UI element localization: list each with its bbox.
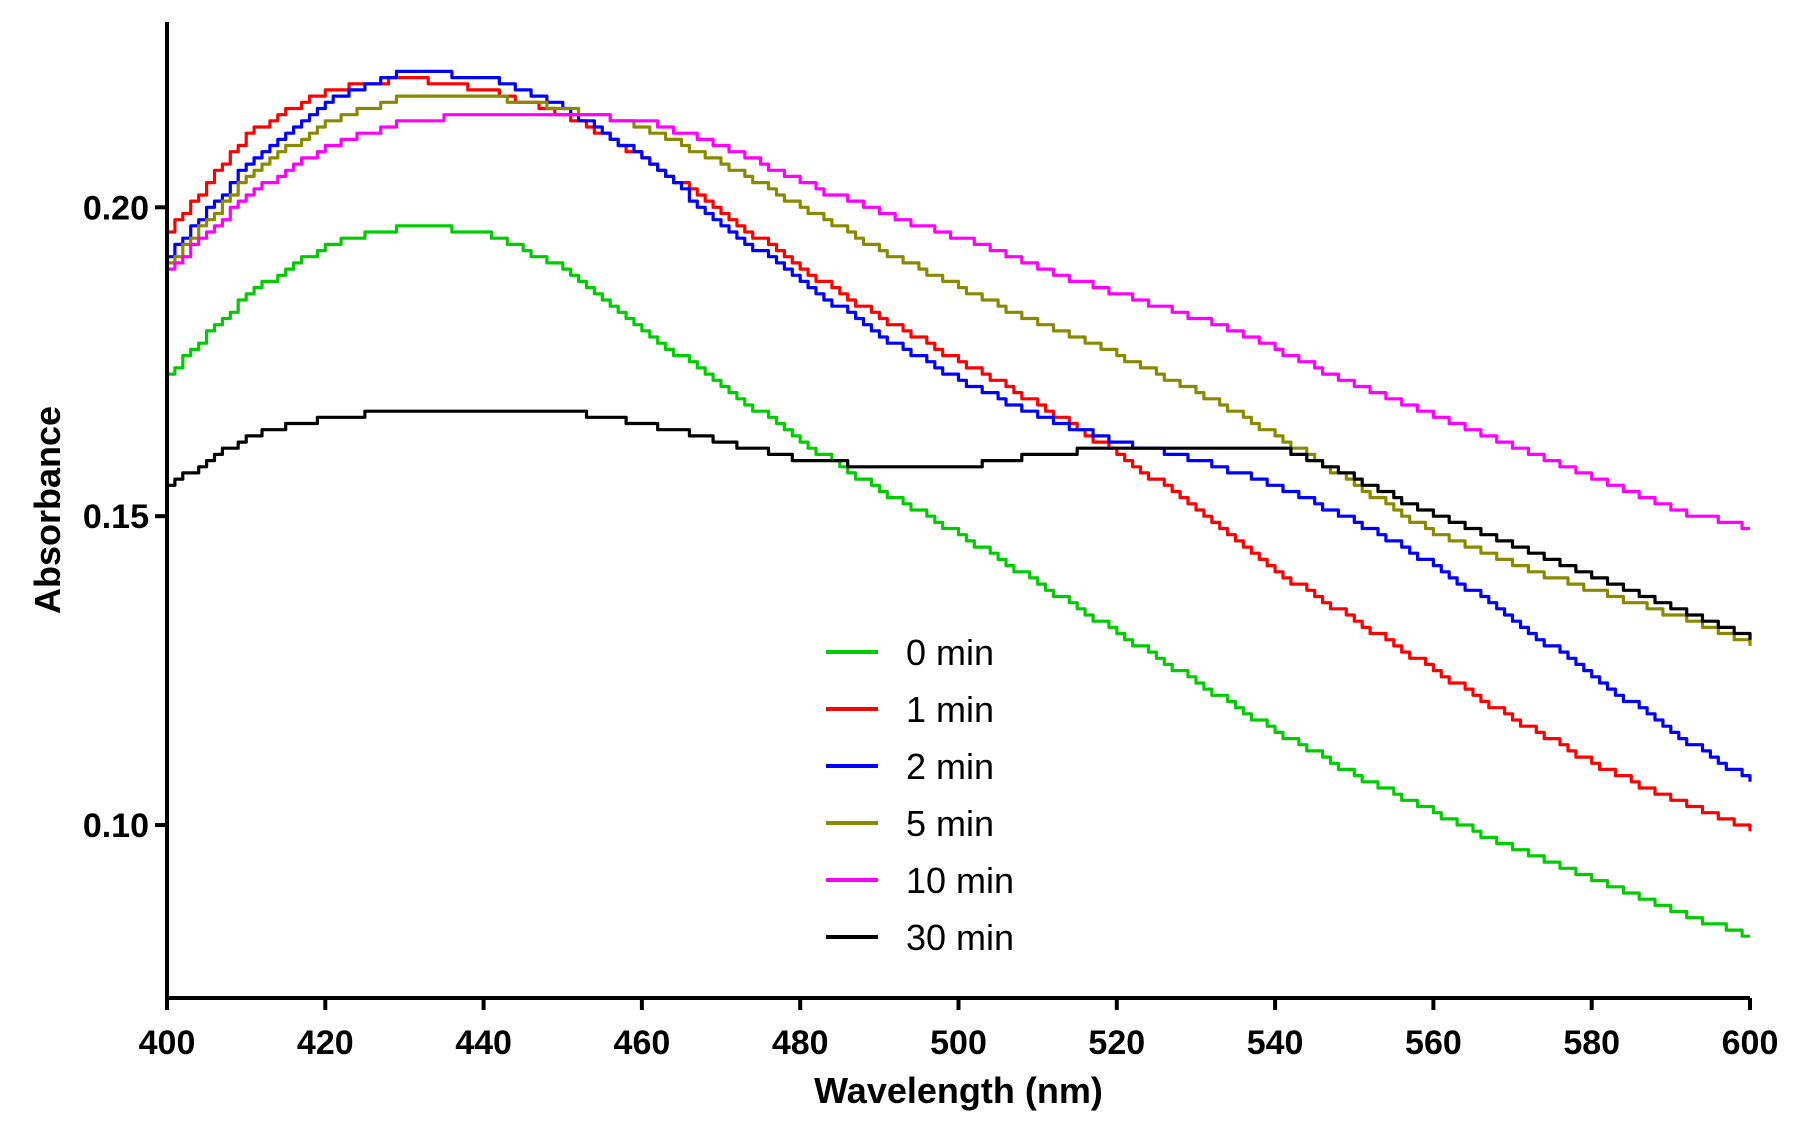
x-tick-label: 500 (930, 1024, 987, 1062)
x-tick-label: 420 (297, 1024, 354, 1062)
series-line-5-min (167, 94, 1752, 646)
series-layer (167, 69, 1752, 938)
legend-label: 0 min (906, 632, 994, 673)
x-tick-label: 540 (1247, 1024, 1304, 1062)
axes (165, 22, 1750, 1000)
legend-label: 10 min (906, 860, 1014, 901)
x-ticks: 400 420 440 460 480 500 520 540 560 580 600 (139, 998, 1779, 1062)
legend-label: 30 min (906, 917, 1014, 958)
legend: 0 min 1 min 2 min 5 min 10 min 30 min (826, 632, 1014, 958)
y-ticks: 0.10 0.15 0.20 (83, 189, 167, 845)
x-tick-label: 400 (139, 1024, 196, 1062)
y-axis-title: Absorbance (27, 406, 68, 614)
series-line-30-min (167, 409, 1752, 640)
y-tick-label: 0.20 (83, 189, 149, 227)
series-line-1-min (167, 75, 1752, 832)
legend-label: 5 min (906, 803, 994, 844)
x-tick-label: 440 (455, 1024, 512, 1062)
legend-label: 1 min (906, 689, 994, 730)
x-tick-label: 580 (1563, 1024, 1620, 1062)
y-tick-label: 0.10 (83, 807, 149, 845)
series-line-0-min (167, 224, 1750, 938)
y-tick-label: 0.15 (83, 498, 149, 536)
x-tick-label: 460 (614, 1024, 671, 1062)
legend-label: 2 min (906, 746, 994, 787)
x-axis-title: Wavelength (nm) (814, 1070, 1103, 1111)
series-line-10-min (167, 113, 1750, 531)
x-tick-label: 520 (1088, 1024, 1145, 1062)
x-tick-label: 600 (1722, 1024, 1779, 1062)
series-line-2-min (167, 69, 1752, 782)
x-tick-label: 480 (772, 1024, 829, 1062)
x-tick-label: 560 (1405, 1024, 1462, 1062)
